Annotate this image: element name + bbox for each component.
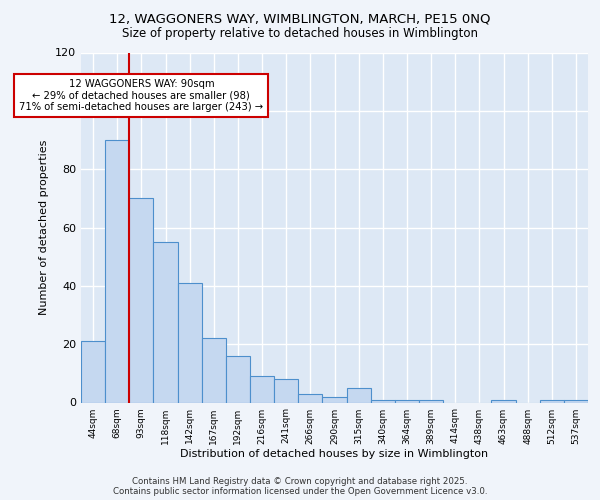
Bar bbox=[540, 400, 564, 402]
Text: 12 WAGGONERS WAY: 90sqm
← 29% of detached houses are smaller (98)
71% of semi-de: 12 WAGGONERS WAY: 90sqm ← 29% of detache… bbox=[19, 78, 263, 112]
Bar bbox=[154, 242, 178, 402]
Bar bbox=[178, 283, 202, 403]
Text: Contains HM Land Registry data © Crown copyright and database right 2025.
Contai: Contains HM Land Registry data © Crown c… bbox=[113, 476, 487, 496]
Bar bbox=[202, 338, 226, 402]
Bar bbox=[298, 394, 322, 402]
Bar bbox=[226, 356, 250, 403]
Text: Size of property relative to detached houses in Wimblington: Size of property relative to detached ho… bbox=[122, 28, 478, 40]
X-axis label: Distribution of detached houses by size in Wimblington: Distribution of detached houses by size … bbox=[181, 450, 488, 460]
Bar bbox=[347, 388, 371, 402]
Bar bbox=[395, 400, 419, 402]
Bar bbox=[419, 400, 443, 402]
Bar bbox=[564, 400, 588, 402]
Bar bbox=[105, 140, 129, 402]
Bar bbox=[491, 400, 515, 402]
Bar bbox=[250, 376, 274, 402]
Bar bbox=[129, 198, 154, 402]
Bar bbox=[371, 400, 395, 402]
Bar bbox=[81, 341, 105, 402]
Y-axis label: Number of detached properties: Number of detached properties bbox=[40, 140, 49, 315]
Bar bbox=[322, 396, 347, 402]
Bar bbox=[274, 379, 298, 402]
Text: 12, WAGGONERS WAY, WIMBLINGTON, MARCH, PE15 0NQ: 12, WAGGONERS WAY, WIMBLINGTON, MARCH, P… bbox=[109, 12, 491, 26]
